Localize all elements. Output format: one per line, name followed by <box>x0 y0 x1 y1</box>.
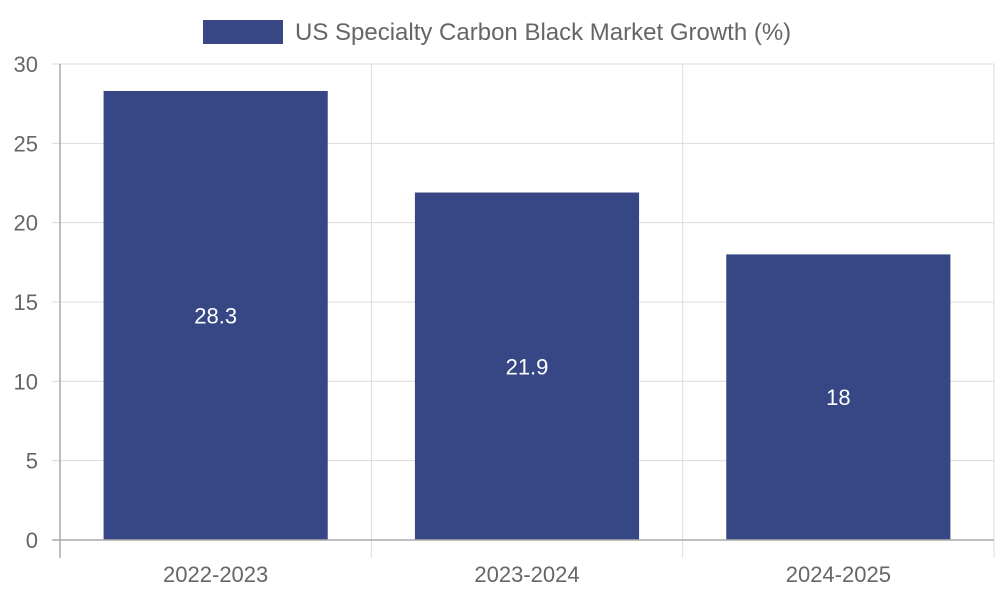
bar-2022-2023[interactable] <box>103 90 328 541</box>
y-tick-label: 0 <box>26 528 38 553</box>
bar-2024-2025[interactable] <box>726 254 951 540</box>
y-tick-label: 25 <box>14 131 38 156</box>
x-axis-ticks: 2022-2023 2023-2024 2024-2025 <box>163 562 891 587</box>
bars <box>103 90 951 541</box>
bar-2023-2024[interactable] <box>414 192 640 540</box>
y-tick-label: 15 <box>14 290 38 315</box>
y-tick-label: 30 <box>14 52 38 77</box>
x-tick-label: 2022-2023 <box>163 562 268 587</box>
legend[interactable]: US Specialty Carbon Black Market Growth … <box>203 19 791 46</box>
x-tick-label: 2023-2024 <box>474 562 579 587</box>
bar-data-label: 21.9 <box>506 354 549 379</box>
bar-data-label: 28.3 <box>194 303 237 328</box>
y-axis-ticks: 0 5 10 15 20 25 30 <box>14 52 38 553</box>
x-tick-label: 2024-2025 <box>786 562 891 587</box>
data-labels: 28.3 21.9 18 <box>194 303 850 410</box>
legend-swatch <box>203 20 283 44</box>
y-tick-label: 5 <box>26 449 38 474</box>
legend-label: US Specialty Carbon Black Market Growth … <box>295 19 791 46</box>
y-tick-label: 10 <box>14 369 38 394</box>
y-tick-label: 20 <box>14 211 38 236</box>
bar-data-label: 18 <box>826 385 850 410</box>
